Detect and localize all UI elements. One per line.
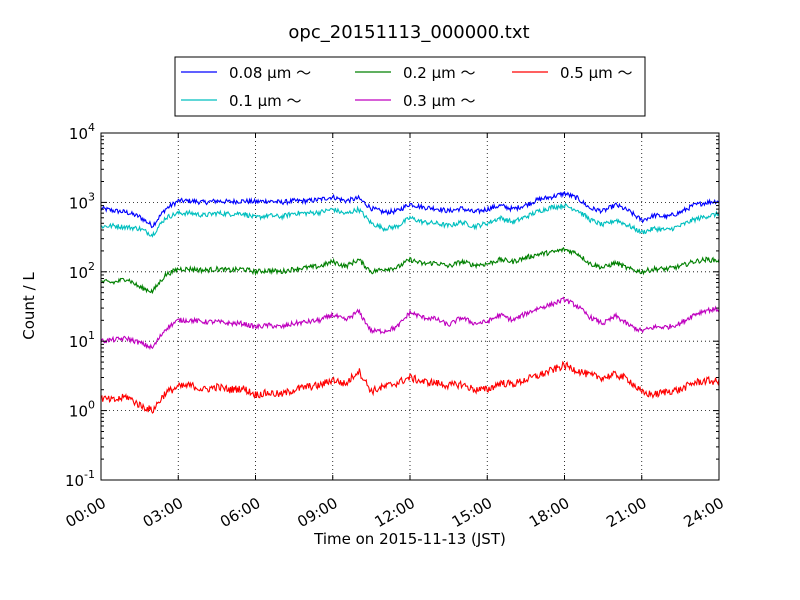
series-line	[100, 202, 720, 238]
legend-label: 0.2 μm ～	[403, 64, 476, 82]
y-tick-label: 10-1	[65, 468, 95, 490]
legend: 0.08 μm ～ 0.1 μm ～ 0.2 μm ～ 0.3 μm ～ 0.5 μm …	[174, 56, 646, 117]
legend-label: 0.3 μm ～	[403, 92, 476, 110]
y-tick-label: 103	[69, 190, 95, 212]
x-tick-labels: 00:00 03:00 06:00 09:00 12:00 15:00 18:00 21:00…	[63, 494, 727, 531]
y-tick-label: 104	[69, 121, 95, 143]
x-tick-label: 03:00	[140, 494, 186, 531]
y-tick-label: 102	[69, 260, 95, 282]
y-axis-title: Count / L	[20, 272, 38, 340]
y-tick-labels: 10-1 100 101 102 103 104	[65, 121, 95, 490]
series-layer	[100, 190, 720, 414]
series-line	[100, 360, 720, 414]
tick-layer	[100, 132, 720, 481]
x-tick-label: 00:00	[63, 494, 109, 531]
series-line	[100, 190, 720, 229]
x-tick-label: 18:00	[526, 494, 572, 531]
legend-label: 0.1 μm ～	[229, 92, 302, 110]
x-tick-label: 06:00	[217, 494, 263, 531]
x-tick-label: 12:00	[372, 494, 418, 531]
legend-label: 0.08 μm ～	[229, 64, 311, 82]
legend-label: 0.5 μm ～	[560, 64, 633, 82]
x-axis-title: Time on 2015-11-13 (JST)	[313, 530, 506, 548]
chart-title: opc_20151113_000000.txt	[288, 22, 529, 43]
grid-layer	[101, 133, 719, 480]
x-tick-label: 09:00	[294, 494, 340, 531]
x-tick-label: 15:00	[449, 494, 495, 531]
series-line	[100, 246, 720, 295]
y-tick-label: 100	[69, 399, 95, 421]
y-tick-label: 101	[69, 329, 95, 351]
legend-box	[174, 56, 646, 117]
x-tick-label: 24:00	[681, 494, 727, 531]
x-tick-label: 21:00	[603, 494, 649, 531]
series-line	[100, 296, 720, 351]
